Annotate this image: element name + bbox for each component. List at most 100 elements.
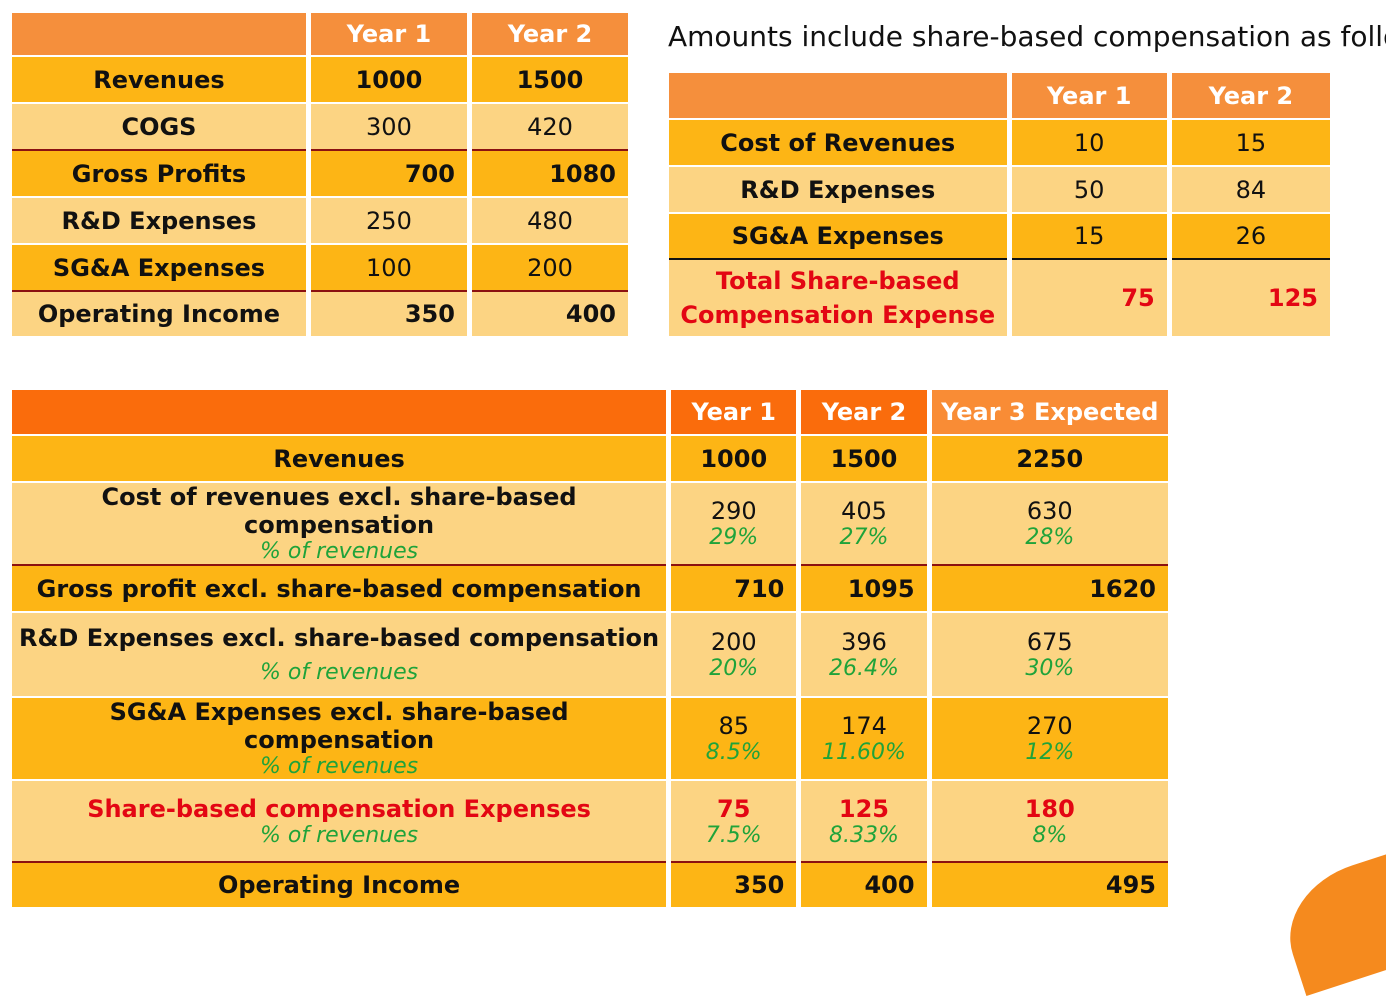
table-row: Cost of revenues excl. share-based compe…	[12, 483, 1168, 566]
value-cell: 75 7.5%	[671, 781, 797, 863]
row-label: Gross Profits	[12, 151, 306, 198]
table-row: COGS 300 420	[12, 104, 628, 151]
cell-value: 700	[310, 151, 467, 198]
pct-value: 8.33%	[829, 822, 899, 848]
pct-value: 12%	[1025, 740, 1075, 765]
cell-value: 480	[471, 198, 628, 245]
row-label: Revenues	[12, 436, 667, 483]
table-row: Total Share-based Compensation Expense 7…	[669, 260, 1330, 338]
cell-value: 300	[310, 104, 467, 151]
column-header-year2: Year 2	[801, 390, 927, 436]
cell-value: 250	[310, 198, 467, 245]
row-label: Share-based compensation Expenses	[87, 794, 591, 823]
value-cell: 270 12%	[931, 698, 1168, 781]
pct-value: 29%	[709, 525, 759, 550]
table-row: Operating Income 350 400	[12, 292, 628, 338]
pct-value: 26.4%	[829, 656, 899, 681]
cell-value: 350	[310, 292, 467, 338]
table-row: Gross Profits 700 1080	[12, 151, 628, 198]
header-blank-cell	[12, 390, 667, 436]
column-header-year1: Year 1	[671, 390, 797, 436]
cell-value: 174	[841, 712, 887, 740]
row-label: Revenues	[12, 57, 306, 104]
cell-value: 396	[841, 628, 887, 656]
table-row: R&D Expenses 250 480	[12, 198, 628, 245]
cell-value: 270	[1026, 712, 1073, 740]
row-label: SG&A Expenses	[12, 245, 306, 292]
column-header-year2: Year 2	[471, 13, 628, 57]
value-cell: 290 29%	[671, 483, 797, 566]
table-header-row: Year 1 Year 2 Year 3 Expected	[12, 390, 1168, 436]
total-label-line2: Compensation Expense	[680, 301, 996, 329]
pct-label: % of revenues	[260, 822, 419, 848]
cell-value: 15	[1011, 214, 1167, 260]
header-blank-cell	[12, 13, 306, 57]
cell-value: 125	[1171, 260, 1330, 338]
table-row: Gross profit excl. share-based compensat…	[12, 566, 1168, 613]
cell-value: 1000	[310, 57, 467, 104]
pct-label: % of revenues	[260, 754, 419, 779]
cell-value: 400	[801, 863, 927, 909]
cell-value: 84	[1171, 167, 1330, 214]
cell-value: 1620	[931, 566, 1168, 613]
pct-value: 7.5%	[705, 822, 762, 848]
total-label-line1: Total Share-based	[715, 267, 960, 295]
table-row: Cost of Revenues 10 15	[669, 120, 1330, 167]
cell-value: 2250	[931, 436, 1168, 483]
value-cell: 125 8.33%	[801, 781, 927, 863]
cell-value: 1500	[471, 57, 628, 104]
cell-value: 180	[1024, 794, 1075, 823]
cell-value: 85	[718, 712, 750, 740]
row-label-cell: R&D Expenses excl. share-based compensat…	[12, 613, 667, 698]
pct-value: 11.60%	[822, 740, 906, 765]
pct-value: 28%	[1025, 525, 1075, 550]
row-label: SG&A Expenses	[669, 214, 1007, 260]
value-cell: 200 20%	[671, 613, 797, 698]
row-label: SG&A Expenses excl. share-based compensa…	[109, 698, 569, 754]
row-label: R&D Expenses excl. share-based compensat…	[19, 624, 660, 652]
table-header-row: Year 1 Year 2	[12, 13, 628, 57]
pct-value: 20%	[709, 656, 759, 681]
share-based-compensation-table: Year 1 Year 2 Cost of Revenues 10 15 R&D…	[664, 73, 1335, 338]
value-cell: 180 8%	[931, 781, 1168, 863]
corner-swoosh-decoration	[1272, 848, 1386, 996]
cell-value: 630	[1026, 497, 1073, 525]
row-label: R&D Expenses	[669, 167, 1007, 214]
cell-value: 405	[841, 497, 887, 525]
cell-value: 1000	[671, 436, 797, 483]
row-label-cell: Share-based compensation Expenses % of r…	[12, 781, 667, 863]
cell-value: 50	[1011, 167, 1167, 214]
cell-value: 290	[710, 497, 757, 525]
row-label-cell: Cost of revenues excl. share-based compe…	[12, 483, 667, 566]
cell-value: 15	[1171, 120, 1330, 167]
table-row: Share-based compensation Expenses % of r…	[12, 781, 1168, 863]
column-header-year2: Year 2	[1171, 73, 1330, 120]
row-label: R&D Expenses	[12, 198, 306, 245]
cell-value: 125	[838, 794, 890, 823]
table-row: Revenues 1000 1500 2250	[12, 436, 1168, 483]
cell-value: 495	[931, 863, 1168, 909]
table-row: R&D Expenses excl. share-based compensat…	[12, 613, 1168, 698]
column-header-year3: Year 3 Expected	[931, 390, 1168, 436]
cell-value: 350	[671, 863, 797, 909]
row-label: Total Share-based Compensation Expense	[669, 260, 1007, 338]
header-blank-cell	[669, 73, 1007, 120]
row-label: Cost of revenues excl. share-based compe…	[101, 483, 577, 539]
cell-value: 10	[1011, 120, 1167, 167]
pct-value: 8%	[1032, 822, 1068, 848]
row-label: Operating Income	[12, 292, 306, 338]
cell-value: 1500	[801, 436, 927, 483]
cell-value: 420	[471, 104, 628, 151]
table-row: Operating Income 350 400 495	[12, 863, 1168, 909]
pct-value: 8.5%	[705, 740, 762, 765]
cell-value: 26	[1171, 214, 1330, 260]
cell-value: 75	[717, 794, 751, 823]
column-header-year1: Year 1	[310, 13, 467, 57]
share-based-note: Amounts include share-based compensation…	[668, 20, 1386, 53]
row-label: COGS	[12, 104, 306, 151]
table-header-row: Year 1 Year 2	[669, 73, 1330, 120]
cell-value: 1095	[801, 566, 927, 613]
adjusted-income-table: Year 1 Year 2 Year 3 Expected Revenues 1…	[7, 390, 1173, 909]
cell-value: 1080	[471, 151, 628, 198]
row-label: Gross profit excl. share-based compensat…	[12, 566, 667, 613]
